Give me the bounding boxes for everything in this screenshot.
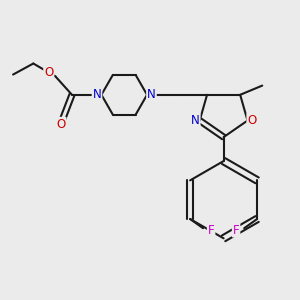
Text: N: N [147,88,156,101]
Text: F: F [233,224,239,237]
Text: N: N [191,114,200,127]
Text: N: N [93,88,101,101]
Text: O: O [44,66,53,79]
Text: O: O [247,114,256,127]
Text: O: O [56,118,66,131]
Text: F: F [208,224,214,237]
